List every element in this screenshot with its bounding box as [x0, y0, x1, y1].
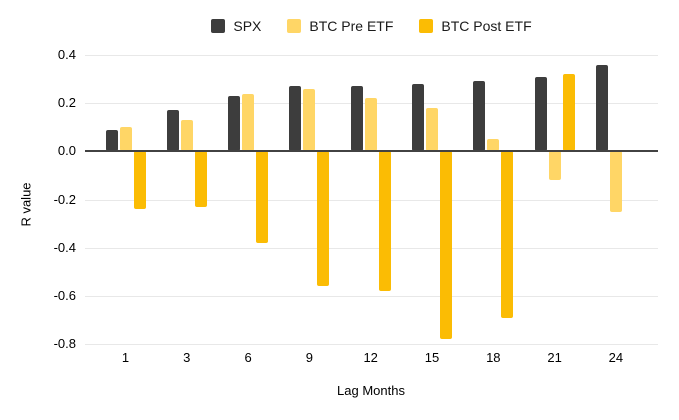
y-tick-label: 0.0 [57, 143, 76, 159]
gridline [85, 344, 658, 345]
bar-btc-pre-etf-lag-15[interactable] [426, 107, 438, 152]
legend-label-spx: SPX [233, 18, 262, 34]
bar-btc-pre-etf-lag-3[interactable] [180, 120, 193, 152]
x-tick-label: 3 [183, 350, 191, 365]
bar-btc-post-etf-lag-1[interactable] [133, 151, 146, 210]
bar-btc-post-etf-lag-12[interactable] [378, 151, 391, 291]
x-tick-label: 6 [244, 350, 252, 365]
legend-swatch-spx-icon [211, 19, 226, 33]
x-tick-label: 1 [121, 350, 130, 365]
gridline [85, 199, 658, 201]
bar-spx-lag-18[interactable] [473, 81, 486, 152]
y-tick-label: -0.4 [53, 239, 76, 255]
bar-spx-lag-3[interactable] [166, 110, 179, 152]
x-tick-label: 21 [547, 350, 562, 365]
y-tick-label: -0.8 [53, 336, 76, 351]
legend-swatch-btc-post-etf-icon [419, 19, 434, 33]
y-tick-label: 0.4 [57, 47, 76, 62]
bar-btc-pre-etf-lag-18[interactable] [487, 139, 500, 152]
bar-btc-pre-etf-lag-21[interactable] [548, 151, 561, 181]
bar-spx-lag-21[interactable] [534, 76, 547, 152]
bar-spx-lag-9[interactable] [289, 86, 302, 152]
x-tick-label: 24 [608, 350, 624, 365]
bar-btc-pre-etf-lag-9[interactable] [303, 88, 316, 152]
bar-btc-post-etf-lag-9[interactable] [317, 151, 330, 287]
bar-spx-lag-6[interactable] [228, 95, 241, 152]
legend-label-btc-post-etf: BTC Post ETF [441, 18, 532, 34]
x-tick-label: 12 [363, 350, 378, 365]
x-tick-label: 9 [305, 350, 313, 365]
bar-spx-lag-12[interactable] [350, 86, 363, 152]
bar-btc-pre-etf-lag-1[interactable] [119, 127, 132, 152]
legend-item-btc-pre-etf[interactable]: BTC Pre ETF [287, 18, 393, 34]
legend: SPX BTC Pre ETF BTC Post ETF [85, 15, 658, 37]
legend-swatch-btc-pre-etf-icon [287, 19, 302, 33]
legend-item-spx[interactable]: SPX [211, 18, 261, 34]
bar-btc-post-etf-lag-3[interactable] [194, 151, 207, 207]
bar-btc-pre-etf-lag-12[interactable] [364, 98, 377, 152]
x-axis-zero-line [85, 150, 658, 153]
gridline [85, 295, 658, 297]
bar-btc-post-etf-lag-6[interactable] [256, 151, 269, 243]
y-tick-label: -0.6 [53, 287, 76, 303]
bar-btc-post-etf-lag-18[interactable] [501, 151, 514, 318]
y-tick-label: -0.2 [53, 191, 76, 207]
bar-btc-post-etf-lag-21[interactable] [562, 74, 575, 152]
x-axis-title: Lag Months [337, 383, 405, 398]
y-tick-label: 0.2 [57, 95, 76, 111]
legend-item-btc-post-etf[interactable]: BTC Post ETF [419, 18, 532, 34]
legend-label-btc-pre-etf: BTC Pre ETF [309, 18, 394, 34]
gridline [85, 55, 658, 56]
gridline [85, 247, 658, 249]
bar-btc-pre-etf-lag-6[interactable] [242, 93, 255, 152]
x-tick-label: 15 [424, 350, 440, 365]
bar-spx-lag-24[interactable] [595, 64, 608, 152]
bar-spx-lag-15[interactable] [412, 83, 424, 152]
bar-btc-pre-etf-lag-24[interactable] [609, 151, 622, 212]
bar-spx-lag-1[interactable] [105, 129, 118, 152]
x-tick-label: 18 [486, 350, 501, 365]
bar-btc-post-etf-lag-15[interactable] [440, 151, 452, 340]
